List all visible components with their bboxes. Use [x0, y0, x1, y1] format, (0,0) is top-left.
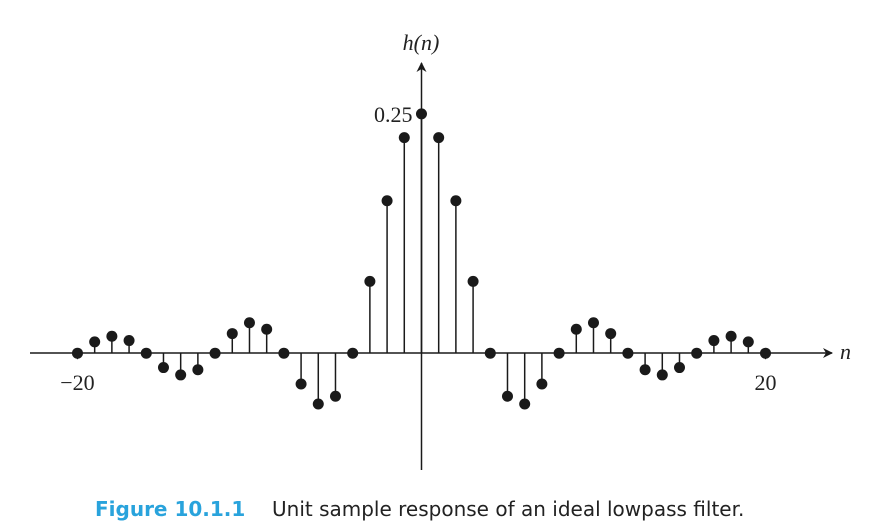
stem-marker — [329, 390, 341, 402]
stem-marker — [708, 335, 720, 347]
stem-marker — [398, 132, 410, 144]
stem-marker — [691, 347, 703, 359]
stem-marker — [587, 317, 599, 329]
stem-marker — [157, 362, 169, 374]
stem-marker — [261, 323, 273, 335]
stem-marker — [467, 275, 479, 287]
stem-marker — [605, 328, 617, 340]
x-axis-label: n — [840, 339, 851, 364]
caption-label: Figure 10.1.1 — [95, 497, 245, 521]
caption: Unit sample response of an ideal lowpass… — [272, 497, 744, 521]
y-tick-label: 0.25 — [374, 102, 413, 127]
stem-marker — [347, 347, 359, 359]
stem-marker — [71, 347, 83, 359]
stem-marker — [278, 347, 290, 359]
stem-marker — [639, 364, 651, 376]
y-axis-label: h(n) — [403, 30, 440, 55]
stem-marker — [243, 317, 255, 329]
stem-marker — [656, 369, 668, 381]
stem-marker — [501, 390, 513, 402]
x-tick-label: −20 — [60, 370, 94, 395]
stem-marker — [312, 398, 324, 410]
stem-marker — [519, 398, 531, 410]
stem-marker — [673, 362, 685, 374]
stem-marker — [536, 378, 548, 390]
stem-marker — [484, 347, 496, 359]
stem-marker — [226, 328, 238, 340]
stem-marker — [209, 347, 221, 359]
stem-marker — [725, 330, 737, 342]
stem-marker — [742, 336, 754, 348]
stem-marker — [175, 369, 187, 381]
stem-marker — [570, 323, 582, 335]
stem-marker — [450, 195, 462, 207]
stem-marker — [622, 347, 634, 359]
stem-marker — [381, 195, 393, 207]
x-tick-label: 20 — [754, 370, 776, 395]
stem-marker — [295, 378, 307, 390]
stem-marker — [140, 347, 152, 359]
stem-marker — [123, 335, 135, 347]
stem-marker — [415, 108, 427, 120]
stem-marker — [106, 330, 118, 342]
stem-marker — [759, 347, 771, 359]
stem-marker — [433, 132, 445, 144]
stem-marker — [553, 347, 565, 359]
stem-marker — [89, 336, 101, 348]
stem-marker — [192, 364, 204, 376]
stem-marker — [364, 275, 376, 287]
